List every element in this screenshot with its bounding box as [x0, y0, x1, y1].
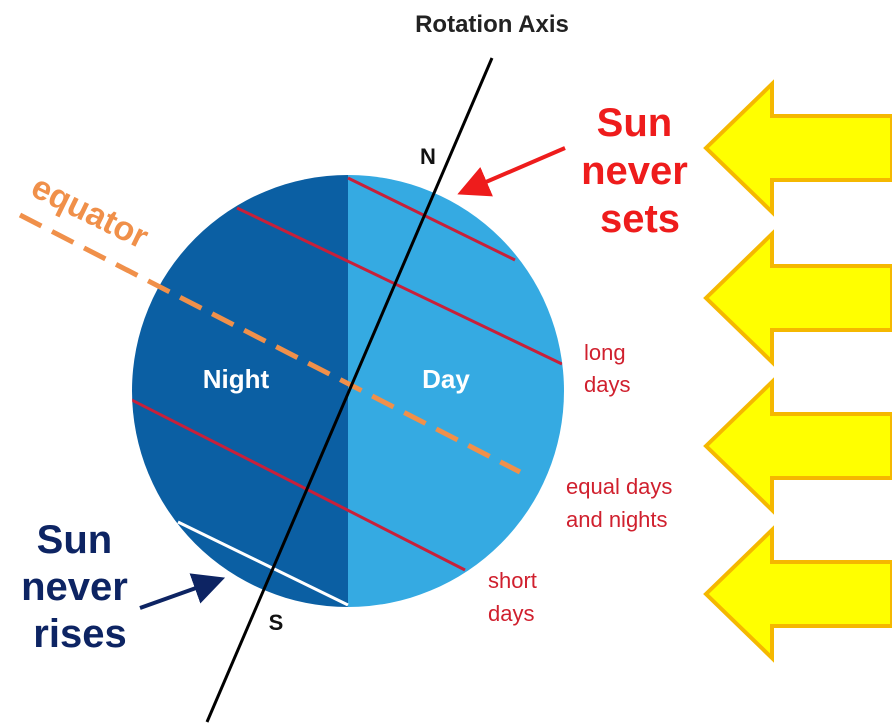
label-line: short [488, 568, 537, 593]
sun-arrow [706, 234, 892, 362]
sun-arrow [706, 382, 892, 510]
sun-arrow [706, 84, 892, 212]
arrow [140, 583, 210, 608]
label-line: Sun [37, 518, 113, 562]
day-label: Day [422, 364, 470, 394]
label-line: long [584, 340, 626, 365]
label-line: and nights [566, 507, 668, 532]
north-label: N [420, 144, 436, 169]
label-line: days [488, 601, 534, 626]
label-line: rises [33, 612, 126, 656]
diagram: Rotation Axis N S Night Day equator Sun … [0, 0, 892, 728]
arrow [472, 148, 565, 188]
label-line: days [584, 372, 630, 397]
sun-arrow [706, 530, 892, 658]
night-label: Night [203, 364, 270, 394]
sun-arrows [706, 84, 892, 658]
sun-never-rises: Sun never rises [21, 518, 139, 656]
short-days: short days [488, 568, 543, 626]
label-line: never [21, 565, 128, 609]
title: Rotation Axis [415, 11, 569, 38]
equator-label: equator [25, 168, 154, 257]
equal-days: equal days and nights [566, 474, 679, 532]
label-line: never [581, 149, 688, 193]
label-line: equal days [566, 474, 672, 499]
label-line: sets [600, 197, 680, 241]
south-label: S [269, 610, 284, 635]
long-days: long days [584, 340, 632, 397]
label-line: Sun [597, 101, 673, 145]
sun-never-sets: Sun never sets [581, 101, 699, 241]
